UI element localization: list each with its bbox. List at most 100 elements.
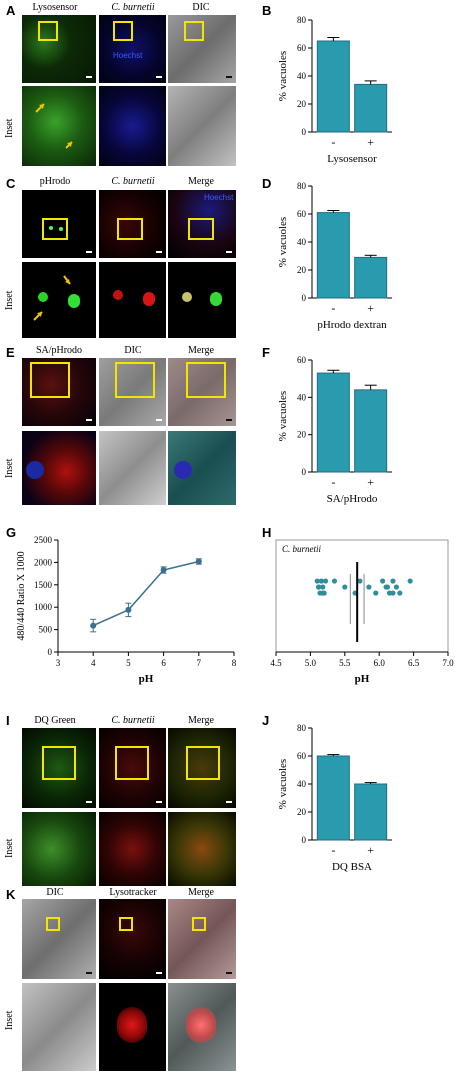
inset-phrodo xyxy=(22,262,96,338)
bar xyxy=(354,83,388,133)
data-point xyxy=(320,590,326,596)
micrograph-dic xyxy=(168,15,236,83)
data-point xyxy=(314,578,320,584)
data-point xyxy=(390,590,396,596)
inset-box xyxy=(115,746,149,780)
x-tick-label: + xyxy=(367,843,374,857)
y-axis-label: % vacuoles xyxy=(277,51,289,101)
y-tick-label: 1000 xyxy=(34,602,53,612)
scale-bar xyxy=(156,419,162,421)
col-label-burnetii: C. burnetii xyxy=(111,176,155,187)
scale-bar xyxy=(226,972,232,974)
micrograph-merge xyxy=(168,358,236,426)
col-label-dic: DIC xyxy=(124,345,142,356)
inset-label: Inset xyxy=(4,838,15,858)
col-label-burnetii: C. burnetii xyxy=(111,715,155,726)
y-tick-label: 0 xyxy=(48,647,53,657)
arrow-icon xyxy=(33,275,71,321)
inset-box xyxy=(117,218,143,240)
col-label-burnetii: C. burnetii xyxy=(111,2,155,13)
y-axis-label: 480/440 Ratio X 1000 xyxy=(16,551,27,640)
scale-bar xyxy=(226,419,232,421)
data-point xyxy=(407,578,413,584)
data-point xyxy=(320,584,326,590)
inset-dq-green xyxy=(22,812,96,886)
chart-j: 0 20 40 60 80 - + DQ BSA % vacuoles xyxy=(277,723,392,873)
col-label-phrodo: pHrodo xyxy=(39,176,71,187)
x-tick-label: + xyxy=(367,135,374,149)
x-axis-label: pHrodo dextran xyxy=(317,319,387,331)
micrograph-dic xyxy=(99,358,166,426)
bar xyxy=(354,389,388,473)
plot-frame xyxy=(275,539,449,653)
bar xyxy=(316,212,350,299)
y-tick-label: 20 xyxy=(297,265,307,275)
inset-label: Inset xyxy=(4,290,15,310)
micrograph-lysosensor xyxy=(22,15,96,83)
x-axis-label: pH xyxy=(139,673,154,685)
data-point xyxy=(373,590,379,596)
x-tick-label: 7.0 xyxy=(442,658,454,668)
y-tick-label: 80 xyxy=(297,723,307,733)
y-tick-label: 0 xyxy=(302,293,307,303)
x-tick-label: 8 xyxy=(232,658,237,668)
y-tick-label: 60 xyxy=(297,209,307,219)
x-tick-label: 6.0 xyxy=(374,658,386,668)
col-label-lysotracker: Lysotracker xyxy=(109,887,157,898)
micrograph-phrodo xyxy=(22,190,96,258)
inset-sa-phrodo xyxy=(22,431,96,505)
data-point xyxy=(357,578,363,584)
panel-letter-d: D xyxy=(262,176,272,191)
inset-box xyxy=(115,362,155,398)
data-point xyxy=(384,584,391,590)
hoechst-label: Hoechst xyxy=(204,193,234,202)
scale-bar xyxy=(156,76,162,78)
x-tick-label: 6 xyxy=(161,658,166,668)
panel-letter-f: F xyxy=(262,345,270,360)
y-tick-label: 0 xyxy=(302,835,307,845)
x-tick-label: + xyxy=(367,475,374,489)
y-axis-label: % vacuoles xyxy=(277,391,289,441)
x-tick-label: 5.5 xyxy=(339,658,351,668)
micrograph-burnetii xyxy=(99,190,166,258)
inset-label: Inset xyxy=(4,1010,15,1030)
micrograph-dq-green xyxy=(22,728,96,808)
y-tick-label: 80 xyxy=(297,181,307,191)
y-tick-label: 2000 xyxy=(34,557,53,567)
y-tick-label: 1500 xyxy=(34,580,53,590)
inset-dic xyxy=(168,86,236,166)
y-axis-label: % vacuoles xyxy=(277,759,289,809)
y-tick-label: 60 xyxy=(297,43,307,53)
y-tick-label: 2500 xyxy=(34,535,53,545)
scale-bar xyxy=(156,972,162,974)
scale-bar xyxy=(86,76,92,78)
data-point xyxy=(366,584,372,590)
col-label-dic: DIC xyxy=(46,887,64,898)
y-tick-label: 40 xyxy=(297,71,307,81)
data-point xyxy=(331,578,338,584)
data-point xyxy=(125,606,132,613)
col-label-merge: Merge xyxy=(188,176,214,187)
scale-bar xyxy=(226,251,232,253)
bar xyxy=(316,755,350,841)
scale-bar xyxy=(156,801,162,803)
y-tick-label: 80 xyxy=(297,15,307,25)
x-tick-label: 5 xyxy=(126,658,131,668)
inset-dic xyxy=(22,983,96,1071)
y-tick-label: 20 xyxy=(297,807,307,817)
legend-label: C. burnetii xyxy=(282,544,322,554)
micrograph-dic xyxy=(22,899,96,979)
x-axis-label: Lysosensor xyxy=(327,153,377,165)
inset-box xyxy=(113,21,133,41)
panel-letter-b: B xyxy=(262,3,272,18)
data-point xyxy=(380,578,386,584)
x-tick-label: 5.0 xyxy=(305,658,317,668)
micrograph-merge: Hoechst xyxy=(168,190,236,258)
panel-letter-e: E xyxy=(6,345,15,360)
inset-burnetii xyxy=(99,86,166,166)
inset-box xyxy=(192,917,206,931)
col-label-lysosensor: Lysosensor xyxy=(32,2,78,13)
bar xyxy=(354,256,388,299)
chart-f: 0 20 40 60 - + SA/pHrodo % vacuoles xyxy=(277,355,392,505)
data-point xyxy=(160,567,167,574)
